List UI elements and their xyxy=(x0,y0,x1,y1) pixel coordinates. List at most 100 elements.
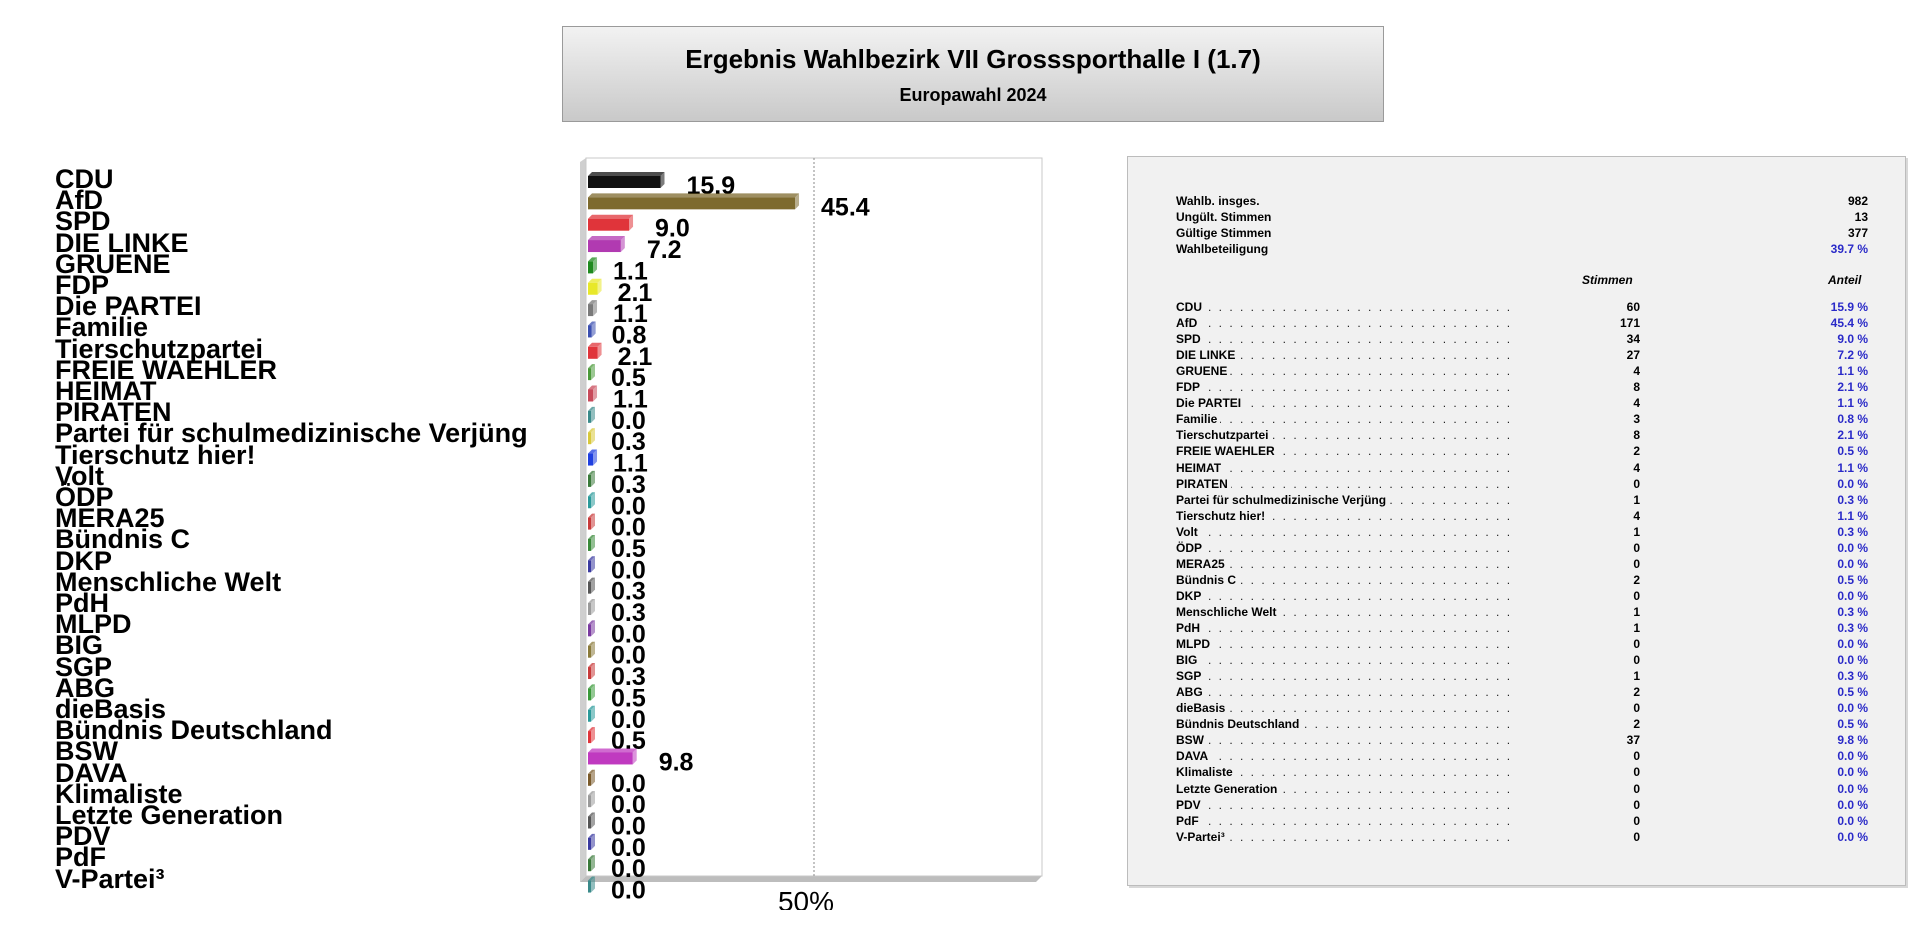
bar-value-label: 1.1 xyxy=(613,257,648,285)
result-votes: 0 xyxy=(1633,556,1640,571)
result-share: 0.3 % xyxy=(1837,492,1868,507)
bar xyxy=(588,368,591,381)
bar-top-face xyxy=(588,577,595,582)
plot-frame-left xyxy=(580,158,586,882)
bar-side-face xyxy=(591,620,595,637)
party-label: DAVA xyxy=(55,757,128,788)
result-votes: 0 xyxy=(1633,540,1640,555)
dot-leader: . . . . . . . . . . . . . . . . . . . . … xyxy=(1176,524,1516,539)
party-label: AfD xyxy=(55,185,103,216)
bar-top-face xyxy=(588,449,598,454)
bar-value-label: 0.3 xyxy=(611,663,646,691)
result-votes: 0 xyxy=(1633,749,1640,764)
plot-frame-floor xyxy=(580,876,1042,882)
bar-side-face xyxy=(597,342,602,359)
result-votes: 2 xyxy=(1633,685,1640,700)
bar-value-label: 0.3 xyxy=(611,578,646,606)
result-votes: 4 xyxy=(1633,460,1640,475)
bar xyxy=(588,304,594,317)
column-header-share: Anteil xyxy=(1828,273,1862,287)
result-party-name: MLPD xyxy=(1176,637,1213,652)
result-share: 0.0 % xyxy=(1837,588,1868,603)
party-label: PdF xyxy=(55,842,106,873)
result-votes: 27 xyxy=(1626,348,1640,363)
bar-side-face xyxy=(591,492,595,509)
bar-side-face xyxy=(593,449,598,466)
result-votes: 1 xyxy=(1633,604,1640,619)
bar xyxy=(588,432,591,445)
bar xyxy=(588,688,591,701)
bar xyxy=(588,560,591,573)
bar xyxy=(588,453,594,466)
bar-side-face xyxy=(591,513,595,530)
dot-leader: . . . . . . . . . . . . . . . . . . . . … xyxy=(1176,797,1516,812)
result-votes: 0 xyxy=(1633,637,1640,652)
bar-side-face xyxy=(591,406,595,423)
bar xyxy=(588,282,598,295)
dot-leader: . . . . . . . . . . . . . . . . . . . . … xyxy=(1176,685,1516,700)
results-table-panel: Wahlb. insges. 982 Ungült. Stimmen 13 Gültig… xyxy=(1127,156,1906,886)
bar-top-face xyxy=(588,321,596,326)
bar-top-face xyxy=(588,599,595,603)
result-share: 9.0 % xyxy=(1837,332,1868,347)
bar xyxy=(588,645,591,658)
result-party-name: BSW xyxy=(1176,733,1207,748)
bar-value-label: 0.0 xyxy=(611,855,646,883)
bar-value-label: 0.3 xyxy=(611,471,646,499)
bar-value-label: 0.0 xyxy=(611,706,646,734)
result-votes: 4 xyxy=(1633,508,1640,523)
result-votes: 8 xyxy=(1633,428,1640,443)
dot-leader: . . . . . . . . . . . . . . . . . . . . … xyxy=(1176,588,1516,603)
party-label: FDP xyxy=(55,270,109,300)
bar-top-face xyxy=(588,193,800,198)
bar-value-label: 0.0 xyxy=(611,492,646,520)
result-votes: 171 xyxy=(1619,316,1640,331)
bar xyxy=(588,837,591,850)
bar-side-face xyxy=(591,791,595,808)
chart-title: Ergebnis Wahlbezirk VII Grosssporthalle … xyxy=(685,44,1261,74)
bar xyxy=(588,603,591,615)
dot-leader: . . . . . . . . . . . . . . . . . . . . … xyxy=(1176,316,1516,331)
summary-label: Ungült. Stimmen xyxy=(1176,210,1272,224)
party-label: Volt xyxy=(55,460,104,491)
result-party-name: Letzte Generation xyxy=(1176,781,1281,796)
party-label: GRUENE xyxy=(55,248,171,279)
dot-leader: . . . . . . . . . . . . . . . . . . . . … xyxy=(1176,829,1516,844)
dot-leader: . . . . . . . . . . . . . . . . . . . . … xyxy=(1176,637,1516,652)
bar-top-face xyxy=(588,172,665,176)
bar-value-label: 45.4 xyxy=(821,193,870,221)
result-votes: 2 xyxy=(1633,717,1640,732)
party-label: V-Partei³ xyxy=(55,863,165,894)
bar-top-face xyxy=(588,620,595,625)
result-party-name: DKP xyxy=(1176,588,1205,603)
result-party-name: DAVA xyxy=(1176,749,1212,764)
bar-value-label: 1.1 xyxy=(613,300,648,328)
result-votes: 1 xyxy=(1633,669,1640,684)
party-label: SGP xyxy=(55,651,113,682)
result-party-name: Volt xyxy=(1176,524,1201,539)
bar-side-face xyxy=(795,193,800,210)
result-share: 0.3 % xyxy=(1837,524,1868,539)
dot-leader: . . . . . . . . . . . . . . . . . . . . … xyxy=(1176,572,1516,587)
bar-value-label: 0.3 xyxy=(611,428,646,456)
party-label: DIE LINKE xyxy=(55,227,189,258)
bar xyxy=(588,859,591,872)
bar-side-face xyxy=(620,236,625,253)
party-label: Bündnis C xyxy=(55,524,190,555)
bar-side-face xyxy=(591,641,595,658)
bar xyxy=(588,410,591,423)
result-votes: 0 xyxy=(1633,701,1640,716)
party-label: Menschliche Welt xyxy=(55,566,282,597)
result-party-name: DIE LINKE xyxy=(1176,348,1239,363)
bar-side-face xyxy=(591,663,595,680)
result-votes: 0 xyxy=(1633,813,1640,828)
dot-leader: . . . . . . . . . . . . . . . . . . . . … xyxy=(1176,460,1516,475)
bar-top-face xyxy=(588,833,595,838)
bar-top-face xyxy=(588,791,595,796)
bar-side-face xyxy=(591,876,595,893)
result-share: 0.5 % xyxy=(1837,685,1868,700)
dot-leader: . . . . . . . . . . . . . . . . . . . . … xyxy=(1176,669,1516,684)
bar-value-label: 0.5 xyxy=(611,364,646,392)
bar-value-label: 0.0 xyxy=(611,556,646,584)
bar xyxy=(588,816,591,829)
